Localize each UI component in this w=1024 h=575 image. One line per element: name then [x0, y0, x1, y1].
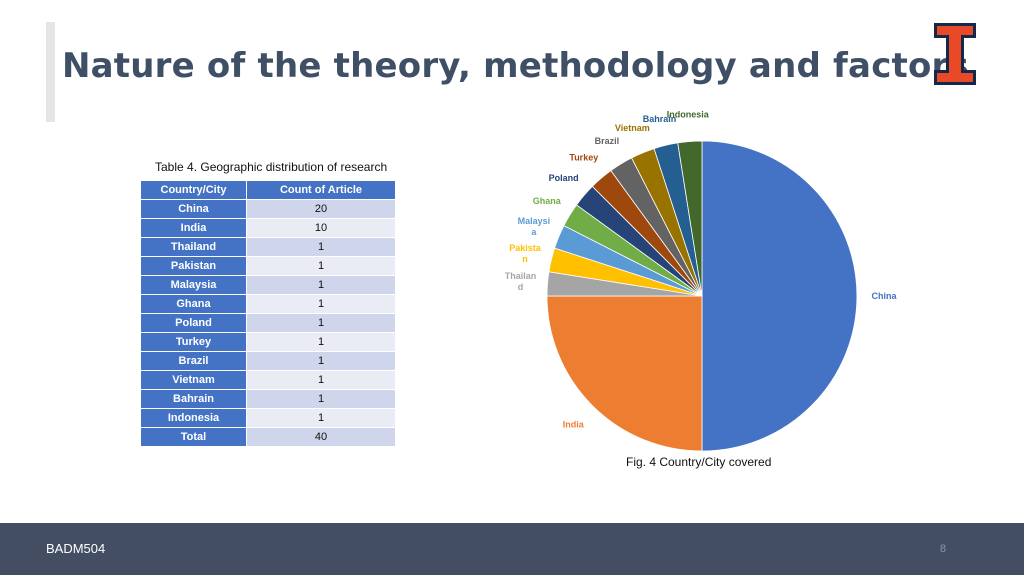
count-cell: 1	[246, 389, 396, 409]
pie-slice-china	[701, 140, 858, 452]
column-header: Count of Article	[246, 180, 396, 200]
count-cell: 40	[246, 427, 396, 447]
pie-label-turkey: Turkey	[569, 153, 598, 163]
table-caption: Table 4. Geographic distribution of rese…	[155, 160, 388, 174]
count-cell: 20	[246, 199, 396, 219]
count-cell: 1	[246, 294, 396, 314]
table-row: Poland 1	[140, 313, 396, 333]
figure-caption: Fig. 4 Country/City covered	[626, 455, 772, 469]
count-cell: 1	[246, 351, 396, 371]
table-row: Thailand 1	[140, 237, 396, 257]
country-cell: Bahrain	[140, 389, 247, 409]
pie-label-malaysia: Malaysi a	[518, 216, 551, 237]
pie-slice-india	[546, 295, 703, 452]
country-cell: Vietnam	[140, 370, 247, 390]
table-header-row: Country/City Count of Article	[140, 180, 396, 200]
pie-label-ghana: Ghana	[533, 196, 562, 206]
table-total-row: Total 40	[140, 427, 396, 447]
table-row: China 20	[140, 199, 396, 219]
table-row: Malaysia 1	[140, 275, 396, 295]
table-row: Indonesia 1	[140, 408, 396, 428]
slide-title: Nature of the theory, methodology and fa…	[62, 46, 969, 86]
count-cell: 10	[246, 218, 396, 238]
table-row: Vietnam 1	[140, 370, 396, 390]
country-cell: China	[140, 199, 247, 219]
pie-label-brazil: Brazil	[595, 136, 620, 146]
page-number: 8	[939, 543, 946, 555]
count-cell: 1	[246, 332, 396, 352]
pie-label-thailand: Thailan d	[505, 271, 537, 292]
footer-bar: BADM504 8	[0, 523, 1024, 575]
block-i-icon	[934, 23, 976, 85]
pie-slice-indonesia	[677, 140, 703, 297]
country-cell: Malaysia	[140, 275, 247, 295]
pie-label-pakistan: Pakista n	[509, 243, 542, 264]
table-row: Turkey 1	[140, 332, 396, 352]
table-row: Bahrain 1	[140, 389, 396, 409]
pie-label-india: India	[563, 420, 585, 430]
table-body: China 20 India 10 Thailand 1 Pakistan 1 Malaysia…	[140, 199, 396, 447]
table-row: India 10	[140, 218, 396, 238]
table-row: Ghana 1	[140, 294, 396, 314]
column-header: Country/City	[140, 180, 247, 200]
pie-label-indonesia: Indonesia	[667, 110, 710, 120]
country-cell: Brazil	[140, 351, 247, 371]
country-cell: Total	[140, 427, 247, 447]
table-row: Brazil 1	[140, 351, 396, 371]
count-cell: 1	[246, 275, 396, 295]
course-code: BADM504	[46, 541, 106, 556]
country-pie-chart: China India Thailan d Pakista n Malaysi a Ghana P…	[505, 110, 897, 452]
country-cell: Thailand	[140, 237, 247, 257]
pie-label-bahrain: Bahrain	[643, 114, 677, 124]
geographic-distribution-table: Country/City Count of Article China 20 Ind…	[140, 180, 396, 447]
country-cell: Ghana	[140, 294, 247, 314]
pie-label-vietnam: Vietnam	[615, 123, 650, 133]
country-cell: Poland	[140, 313, 247, 333]
pie-label-poland: Poland	[549, 173, 579, 183]
table-row: Pakistan 1	[140, 256, 396, 276]
count-cell: 1	[246, 237, 396, 257]
pie-label-china: China	[871, 291, 897, 301]
title-accent-bar	[46, 22, 55, 122]
country-cell: Pakistan	[140, 256, 247, 276]
count-cell: 1	[246, 370, 396, 390]
